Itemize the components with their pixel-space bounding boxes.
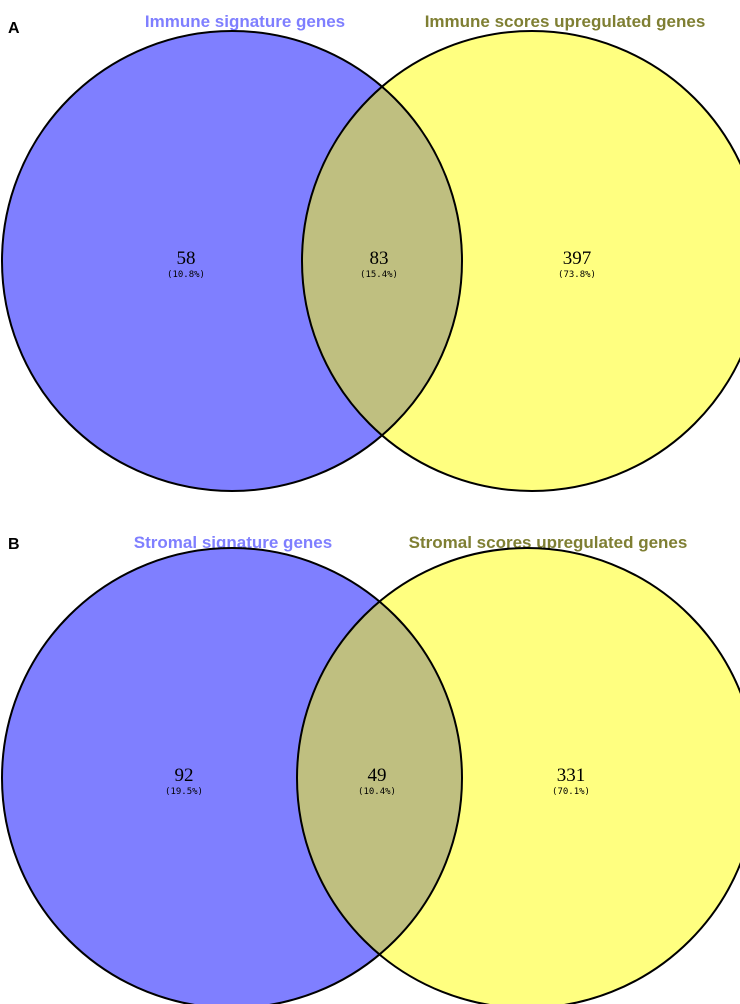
left-only-count-a: 58 — [177, 248, 196, 269]
left-set-outline-a — [1, 30, 463, 492]
overlap-count-a: 83 — [370, 248, 389, 269]
left-only-percent-b: (19.5%) — [165, 787, 203, 797]
right-only-percent-b: (70.1%) — [552, 787, 590, 797]
panel-letter-a: A — [8, 20, 20, 37]
overlap-region-b — [297, 548, 462, 1004]
left-set-title-b: Stromal signature genes — [134, 533, 332, 552]
right-set-title-a: Immune scores upregulated genes — [425, 12, 706, 31]
right-only-percent-a: (73.8%) — [558, 270, 596, 280]
left-set-title-a: Immune signature genes — [145, 12, 345, 31]
right-set-outline-b — [296, 547, 740, 1004]
overlap-percent-b: (10.4%) — [358, 787, 396, 797]
overlap-region-a — [302, 31, 462, 491]
left-only-percent-a: (10.8%) — [167, 270, 205, 280]
venn-panel-a: A Immune signature genes Immune scores u… — [1, 12, 740, 492]
venn-panel-b: B Stromal signature genes Stromal scores… — [1, 533, 740, 1004]
right-set-title-b: Stromal scores upregulated genes — [409, 533, 688, 552]
right-only-count-a: 397 — [563, 248, 592, 269]
overlap-count-b: 49 — [368, 765, 387, 786]
left-only-count-b: 92 — [175, 765, 194, 786]
right-set-outline-a — [301, 30, 740, 492]
panel-letter-b: B — [8, 536, 20, 553]
right-only-count-b: 331 — [557, 765, 586, 786]
overlap-percent-a: (15.4%) — [360, 270, 398, 280]
left-set-outline-b — [1, 547, 463, 1004]
